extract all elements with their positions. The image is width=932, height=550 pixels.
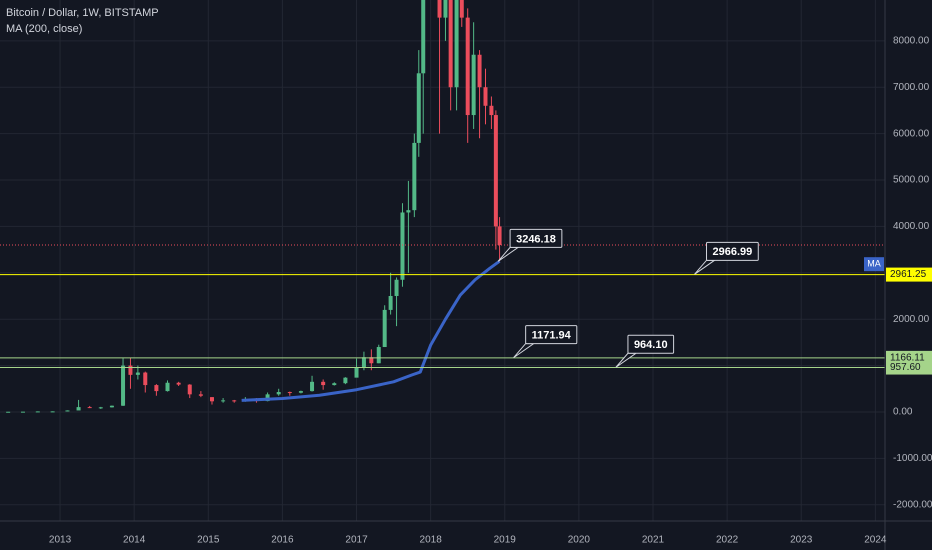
candle-body [165, 382, 170, 392]
candle-body [448, 0, 453, 88]
candle-body [354, 366, 359, 378]
y-tick-label: 4000.00 [893, 221, 930, 232]
y-tick-label: -2000.00 [893, 499, 932, 510]
ma-label-box [864, 257, 884, 272]
candle-body [65, 410, 70, 412]
candle-body [143, 372, 148, 386]
price-label-box [886, 360, 932, 375]
candle-body [298, 391, 303, 393]
callout: 1171.94 [513, 325, 578, 359]
candle-body [343, 377, 348, 384]
y-tick-label: 0.00 [893, 407, 913, 418]
y-tick-label: -1000.00 [893, 453, 932, 464]
candle-body [332, 383, 337, 386]
y-tick-label: 8000.00 [893, 35, 930, 46]
callout-box [706, 241, 759, 261]
x-tick-label: 2020 [568, 535, 591, 546]
candle-body [465, 17, 470, 116]
candle-body [35, 411, 40, 413]
callout: 2966.99 [694, 241, 759, 275]
candle-body [20, 411, 25, 413]
candle-body [128, 365, 133, 375]
candle-body [406, 210, 411, 213]
candle-body [121, 365, 126, 406]
candle-body [454, 0, 459, 88]
candle-body [497, 226, 502, 245]
candle-body [221, 400, 226, 402]
ma-line [241, 259, 501, 402]
ma-label: MA [867, 259, 881, 269]
x-tick-label: 2017 [345, 535, 368, 546]
callout-label: 1171.94 [532, 330, 572, 342]
candle-body [176, 382, 181, 385]
x-tick-label: 2018 [420, 535, 443, 546]
candle-body [276, 392, 281, 395]
candle-body [382, 309, 387, 348]
candle-body [87, 407, 92, 409]
chart-title: Bitcoin / Dollar, 1W, BITSTAMP [6, 7, 159, 19]
candle-body [321, 381, 326, 386]
grid [0, 0, 885, 521]
candle-body [421, 0, 426, 74]
candle-body [198, 394, 203, 396]
candle-body [376, 347, 381, 364]
x-tick-label: 2024 [864, 535, 887, 546]
candle-body [489, 105, 494, 116]
callout-box [525, 325, 578, 345]
y-tick-label: 5000.00 [893, 175, 930, 186]
x-tick-label: 2021 [642, 535, 665, 546]
candle-body [459, 0, 464, 18]
candle-body [6, 411, 11, 413]
callout: 3246.18 [497, 228, 563, 262]
callout-label: 964.10 [634, 339, 668, 351]
y-tick-label: 7000.00 [893, 82, 930, 93]
candle-body [287, 392, 292, 394]
callout-label: 3246.18 [516, 233, 556, 245]
candle-body [98, 407, 103, 409]
plot-area [0, 0, 885, 413]
candle-body [310, 381, 315, 392]
candle-body [232, 400, 237, 402]
candle-body [400, 212, 405, 280]
candle-body [388, 295, 393, 310]
candle-body [483, 87, 488, 106]
x-tick-label: 2015 [197, 535, 220, 546]
candle-body [412, 142, 417, 211]
candle-body [109, 405, 114, 408]
candle-body [135, 372, 140, 375]
candle-body [209, 397, 214, 402]
candle-body [50, 411, 55, 413]
price-label: 2961.25 [890, 269, 927, 280]
callout-label: 2966.99 [713, 246, 753, 258]
candle-body [187, 384, 192, 395]
candle-body [154, 385, 159, 392]
candle-body [477, 54, 482, 88]
x-tick-label: 2016 [271, 535, 294, 546]
callout-box [509, 228, 563, 248]
x-tick-label: 2013 [49, 535, 72, 546]
candle-body [493, 115, 498, 227]
candle-body [437, 0, 442, 18]
price-label-box [886, 267, 932, 282]
price-label: 1166.11 [890, 353, 925, 364]
price-label: 957.60 [890, 362, 921, 373]
x-tick-label: 2023 [790, 535, 813, 546]
callout: 964.10 [615, 334, 675, 368]
y-tick-label: 6000.00 [893, 128, 930, 139]
x-tick-label: 2014 [123, 535, 146, 546]
candle-body [76, 407, 81, 411]
candle-body [443, 0, 448, 18]
candle-body [369, 357, 374, 364]
y-tick-label: 2000.00 [893, 314, 930, 325]
x-tick-label: 2019 [494, 535, 517, 546]
x-tick-label: 2022 [716, 535, 739, 546]
axes: -2000.00-1000.000.001000.002000.003000.0… [49, 35, 932, 546]
candle-body [394, 279, 399, 296]
legend-entry: MA (200, close) [6, 23, 82, 35]
candle-body [361, 357, 366, 367]
callout-box [627, 334, 675, 354]
candle-body [416, 73, 421, 143]
candle-body [471, 54, 476, 116]
